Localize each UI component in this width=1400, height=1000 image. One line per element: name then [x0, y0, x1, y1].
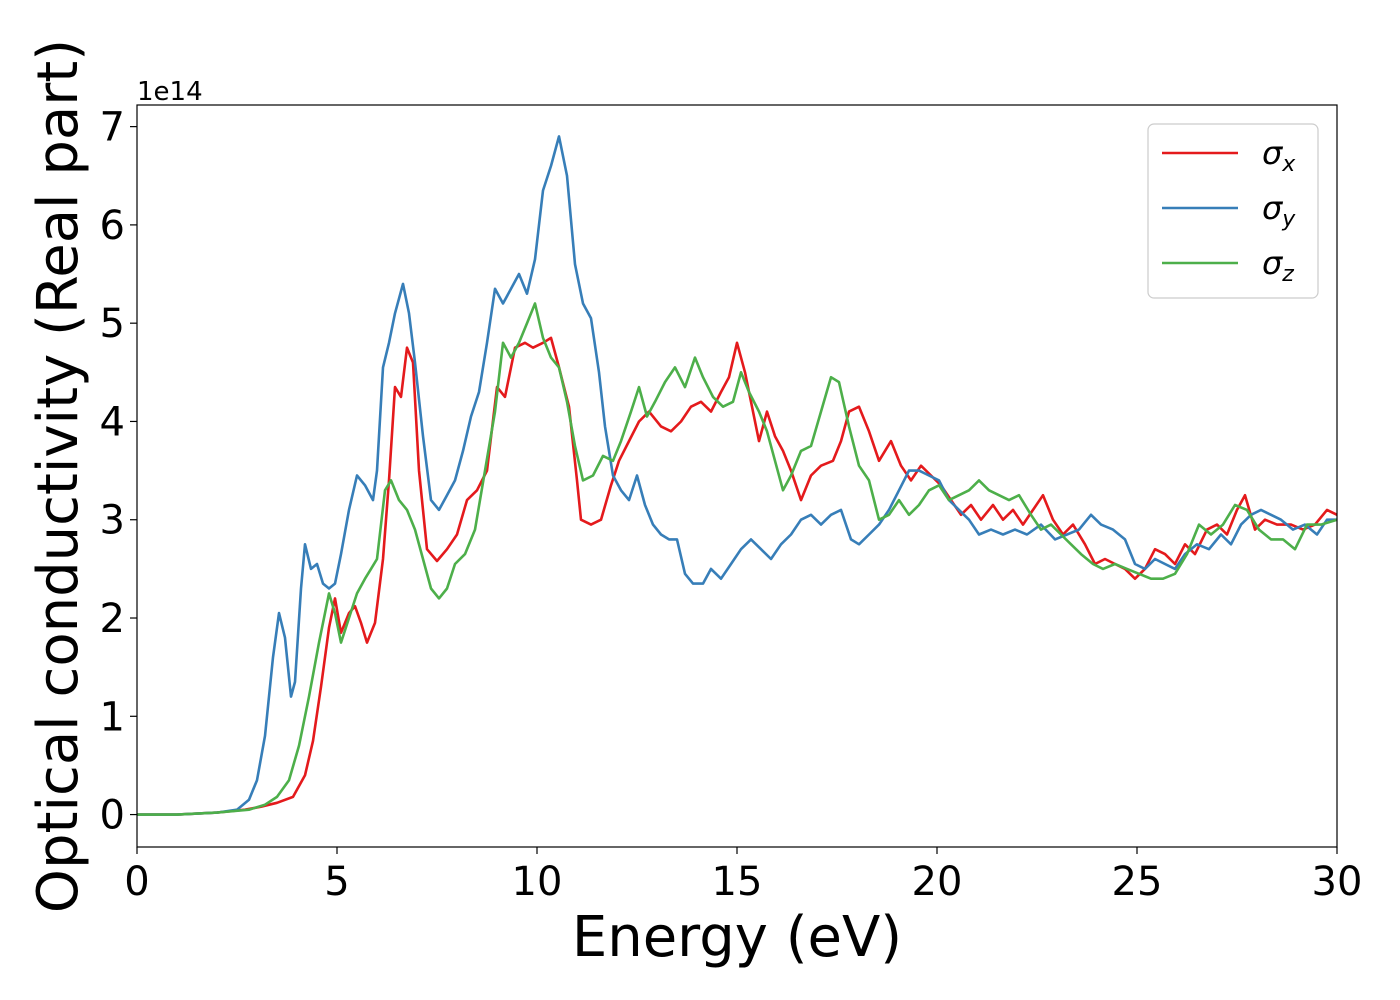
y-tick-label: 0 [100, 793, 125, 839]
legend-label-x: σx [1262, 134, 1296, 177]
series-layer [137, 135, 1338, 816]
x-tick-label: 25 [1112, 859, 1163, 905]
x-tick-label: 15 [712, 859, 763, 905]
y-tick-label: 6 [100, 203, 125, 249]
x-axis-label: Energy (eV) [572, 905, 902, 970]
legend: σx σy σz [1147, 123, 1319, 299]
plot-background [137, 105, 1337, 847]
y-tick-label: 4 [100, 399, 125, 445]
y-tick-label: 7 [100, 105, 125, 151]
x-tick-label: 0 [124, 859, 149, 905]
y-tick-label: 2 [100, 596, 125, 642]
x-tick-label: 10 [512, 859, 563, 905]
y-tick-label: 3 [100, 498, 125, 544]
y-axis-ticks: 0 1 2 3 4 5 6 7 [100, 105, 137, 839]
y-axis-label: Optical conductivity (Real part) [26, 39, 91, 913]
y-tick-label: 5 [100, 301, 125, 347]
x-axis-ticks: 0 5 10 15 20 25 30 [124, 847, 1362, 905]
x-tick-label: 20 [912, 859, 963, 905]
y-offset-label: 1e14 [137, 77, 203, 107]
y-tick-label: 1 [100, 694, 125, 740]
x-tick-label: 30 [1312, 859, 1363, 905]
legend-label-y: σy [1262, 189, 1296, 232]
legend-frame [1147, 123, 1319, 299]
legend-label-z: σz [1262, 244, 1294, 287]
series-line-z [137, 302, 1338, 816]
x-tick-label: 5 [324, 859, 349, 905]
series-line-x [137, 336, 1338, 816]
series-line-y [137, 135, 1337, 816]
